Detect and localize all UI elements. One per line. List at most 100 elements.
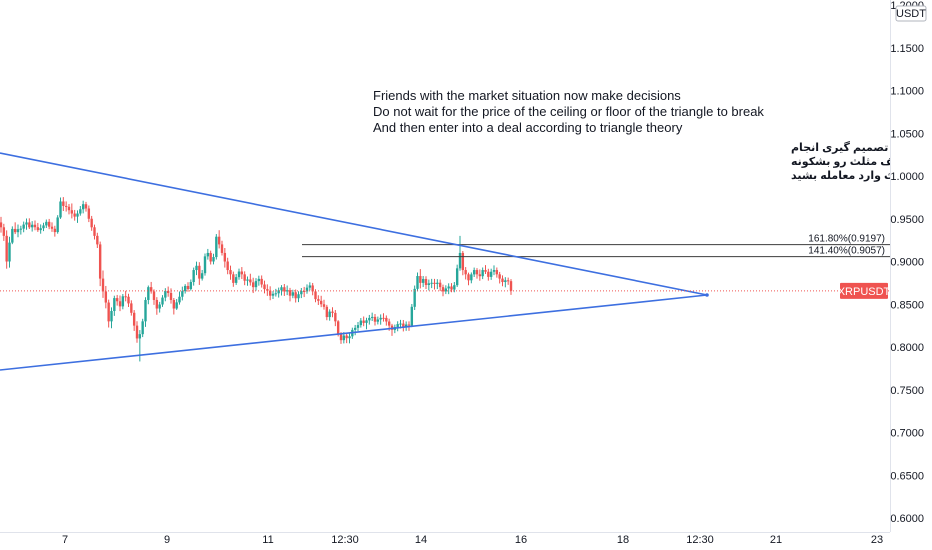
candle [132, 310, 136, 331]
candle-body [433, 282, 436, 284]
candle-body [101, 278, 105, 292]
candle-body [56, 217, 59, 233]
candle [509, 279, 513, 295]
candle-body [121, 296, 125, 307]
candle-body [220, 244, 224, 253]
candle-body [436, 282, 439, 284]
candlestick-series [0, 197, 513, 362]
candle [334, 309, 337, 327]
candle-body [64, 205, 68, 207]
upper-trendline[interactable] [0, 152, 708, 296]
candle [192, 267, 195, 286]
candle [164, 288, 167, 302]
candle [268, 286, 272, 301]
candle-body [212, 257, 215, 262]
candle [135, 321, 139, 343]
triangle-trendlines[interactable] [0, 152, 709, 371]
candle-body [325, 306, 329, 318]
candle-body [342, 335, 346, 341]
candle-body [489, 271, 493, 277]
candle [331, 307, 334, 318]
candle [2, 223, 6, 241]
time-axis[interactable]: 7 9 11 12:30 14 16 18 12:30 21 23 [0, 532, 890, 547]
annotation-english-line: And then enter into a deal according to … [373, 120, 683, 135]
candle [195, 261, 198, 276]
candle-body [70, 210, 74, 214]
candle-body [404, 324, 408, 327]
candle-body [107, 302, 110, 322]
candle-body [81, 204, 85, 210]
chart-annotations: Friends with the market situation now ma… [373, 88, 932, 182]
candle [416, 272, 419, 292]
candle-body [144, 299, 147, 322]
candle [359, 318, 363, 328]
candle-body [96, 235, 99, 245]
candle-body [268, 290, 272, 296]
candle [433, 278, 436, 290]
candle [472, 267, 476, 277]
candle-body [319, 300, 323, 305]
candle-body [353, 327, 357, 330]
lower-trendline[interactable] [0, 294, 708, 371]
price-axis[interactable]: 1.20001.15001.10001.05001.00000.95000.90… [890, 0, 932, 550]
fib-level-label: 141.40%(0.9057) [808, 246, 885, 257]
candle [300, 288, 303, 299]
candle-body [334, 312, 337, 322]
candle-body [257, 278, 261, 282]
candle [419, 269, 422, 289]
candle [319, 295, 323, 308]
candle [138, 330, 142, 362]
candle [274, 288, 278, 297]
candle [229, 265, 232, 280]
candle [458, 235, 462, 271]
candle-body [87, 208, 91, 219]
candle [376, 316, 380, 325]
triangle-apex-point[interactable] [705, 293, 709, 297]
candle-body [263, 284, 266, 290]
candle [266, 284, 269, 296]
candle-body [200, 273, 204, 279]
candle [200, 269, 204, 281]
candle-body [410, 306, 414, 326]
candle-body [234, 277, 238, 283]
candle-body [90, 218, 93, 228]
candle-body [118, 301, 122, 307]
candle [240, 267, 244, 280]
candle-body [339, 334, 343, 341]
candle-body [178, 296, 181, 303]
candle [209, 250, 212, 265]
candle [127, 293, 130, 307]
candle-body [16, 229, 20, 233]
candle-body [291, 292, 295, 296]
candle-body [192, 270, 195, 283]
candle-body [206, 252, 210, 257]
candle [356, 322, 360, 332]
candle-body [127, 296, 130, 304]
candle-body [50, 226, 54, 229]
candle-body [246, 279, 249, 281]
time-tick-label: 16 [515, 534, 527, 546]
candle-body [237, 271, 241, 278]
candle [506, 277, 510, 285]
candle [257, 275, 261, 286]
time-tick-label: 21 [770, 534, 782, 546]
candle [98, 241, 102, 287]
candle-body [447, 286, 450, 289]
currency-badge[interactable] [895, 5, 927, 22]
fib-level-label: 161.80%(0.9197) [808, 234, 885, 245]
candle [232, 271, 235, 287]
candle [223, 247, 227, 268]
candle [382, 313, 385, 322]
candle [402, 319, 405, 332]
candle-body [175, 302, 178, 309]
candle-body [229, 270, 232, 275]
candle [424, 276, 428, 290]
candle-body [141, 321, 144, 335]
candle-body [53, 228, 57, 233]
time-tick-label: 23 [871, 534, 883, 546]
time-tick-label: 18 [617, 534, 629, 546]
candle [113, 295, 116, 316]
candle-body [441, 287, 445, 292]
candle-body [98, 244, 102, 279]
